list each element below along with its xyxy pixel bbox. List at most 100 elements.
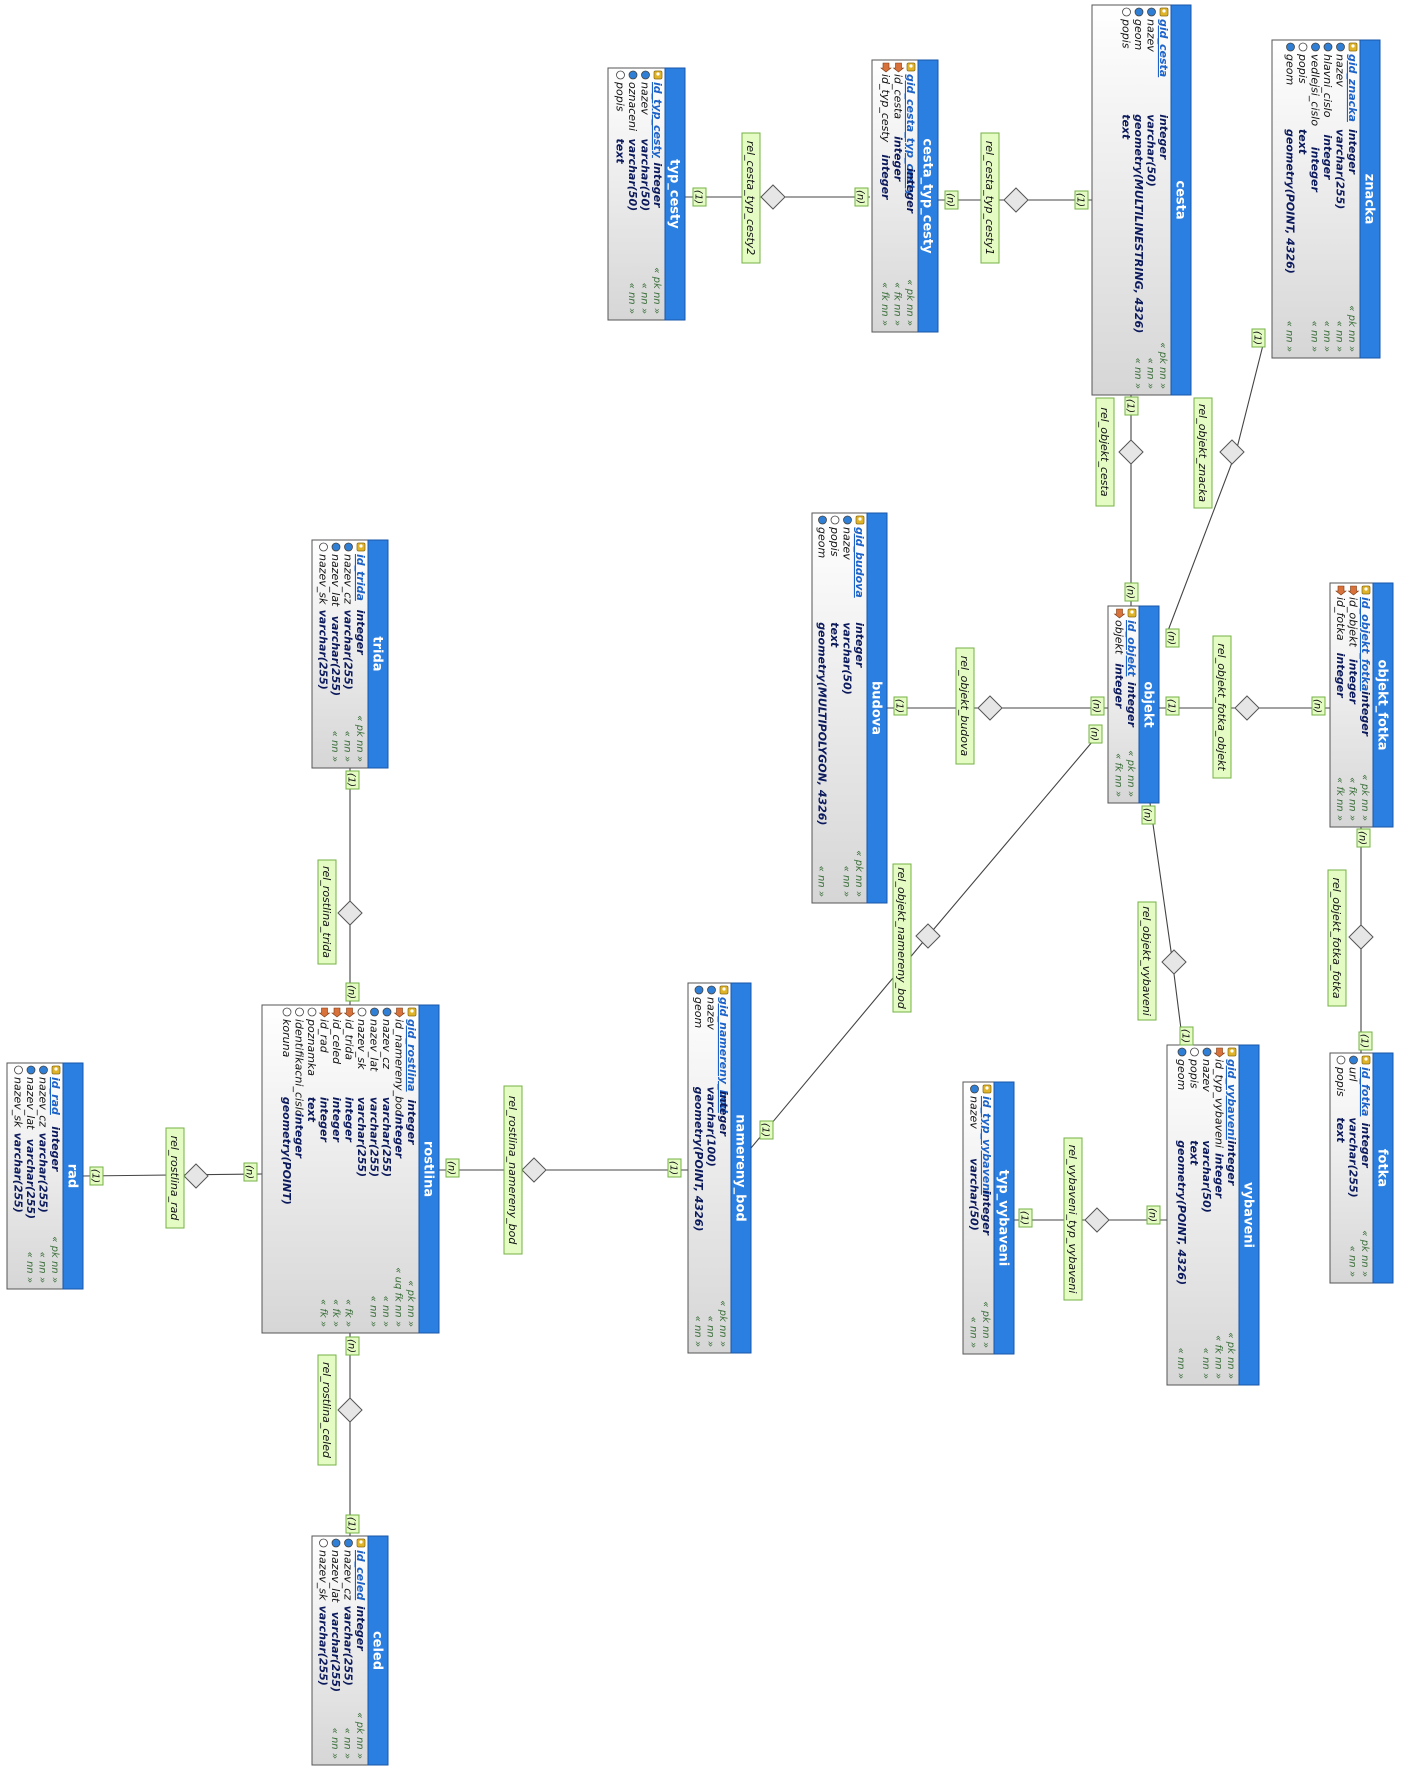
column-type: varchar(255) [380, 1097, 393, 1177]
cardinality-text: (1) [760, 1123, 771, 1137]
rel-rostlina-rad[interactable]: rel_rostlina_rad (1) (n) [89, 1127, 258, 1229]
rel-cesta-typ-cesty2[interactable]: rel_cesta_typ_cesty2 (1) (n) [692, 132, 869, 264]
table-column-row: geom geometry(POINT, 4326) « nn » [692, 985, 705, 1347]
cardinality-text: (n) [1091, 699, 1102, 713]
relationship-diamond[interactable] [521, 1157, 547, 1183]
column-name: id_objekt [1125, 620, 1138, 677]
nn-icon [1286, 42, 1295, 52]
column-type: integer [1309, 147, 1322, 193]
column-name: nazev_lat [329, 1550, 342, 1603]
pk-icon [51, 1065, 61, 1075]
rel-rostlina-trida[interactable]: rel_rostlina_trida (1) (n) [317, 770, 363, 1002]
column-constraint: « nn » [342, 731, 353, 762]
column-name: nazev [705, 997, 718, 1030]
rel-rostlina-namereny-bod[interactable]: rel_rostlina_namereny_bod (n) (1) [445, 1085, 682, 1255]
cardinality-text: (n) [945, 193, 956, 207]
column-type: integer [651, 162, 664, 208]
relationship-diamond[interactable] [337, 900, 363, 926]
rel-objekt-znacka[interactable]: rel_objekt_znacka (1) (n) [1165, 328, 1266, 648]
cardinality-label: (1) [345, 1514, 360, 1534]
relationship-diamond[interactable] [1118, 439, 1144, 465]
relationship-diamond[interactable] [183, 1163, 209, 1189]
table-cesta-typ-cesty[interactable]: cesta_typ_cestygid_cesta_typ_cestyintege… [871, 59, 939, 333]
column-name: nazev_cz [37, 1077, 50, 1127]
table-title: celed [370, 1631, 385, 1670]
column-constraint: « nn » [329, 1728, 340, 1759]
table-column-row: nazev_cz varchar(255) « nn » [342, 1538, 355, 1759]
relationship-diamond[interactable] [915, 923, 941, 949]
nn-icon [370, 1007, 379, 1017]
column-name: gid_vybaveni [1225, 1059, 1238, 1140]
rel-objekt-vybaveni[interactable]: rel_objekt_vybaveni (n) (1) [1137, 805, 1194, 1046]
cardinality-text: (1) [1075, 193, 1086, 207]
nn-icon [1311, 42, 1320, 52]
column-constraint: « nn » [1132, 358, 1143, 389]
rel-rostlina-celed[interactable]: rel_rostlina_celed (n) (1) [317, 1336, 363, 1534]
relationship-label: rel_rostlina_trida [320, 866, 333, 958]
cardinality-label: (1) [89, 1166, 104, 1186]
table-column-row: nazev_cz varchar(255) « nn » [380, 1007, 393, 1327]
cardinality-text: (n) [1312, 699, 1323, 713]
relationship-diamond[interactable] [1348, 924, 1374, 950]
column-name: gid_cesta_typ_cesty [904, 74, 917, 197]
relationship-diamond[interactable] [1219, 439, 1245, 465]
column-name: nazev_sk [12, 1077, 25, 1128]
relationship-diamond[interactable] [1003, 187, 1029, 213]
rel-objekt-namereny-bod[interactable]: rel_objekt_namereny_bod (n) (1) [759, 724, 1103, 1140]
rel-objekt-fotka-fotka[interactable]: rel_objekt_fotka_fotka (n) (1) [1327, 828, 1374, 1051]
rel-cesta-typ-cesty1[interactable]: rel_cesta_typ_cesty1 (n) (1) [944, 132, 1089, 264]
rel-objekt-fotka-objekt[interactable]: rel_objekt_fotka_objekt (1) (n) [1165, 635, 1326, 779]
cardinality-text: (1) [1359, 1034, 1370, 1048]
relationship-diamond[interactable] [977, 695, 1003, 721]
relationship-label-box [503, 1085, 523, 1255]
column-constraint: « pk nn » [49, 1236, 60, 1283]
rel-objekt-budova[interactable]: rel_objekt_budova (1) (n) [893, 647, 1105, 765]
column-name: identifikacni_cislo [293, 1019, 306, 1117]
nn-icon [818, 515, 827, 525]
table-title: budova [869, 681, 884, 735]
relationship-label-box [1063, 1137, 1083, 1301]
relationship-label-box [892, 863, 912, 1013]
relationship-diamond[interactable] [760, 184, 786, 210]
relationship-diamond[interactable] [1084, 1207, 1110, 1233]
column-constraint: « nn » [1334, 321, 1345, 352]
relationship-diamond[interactable] [1234, 695, 1260, 721]
table-column-row: nazev varchar(50) « nn » [639, 70, 652, 314]
relationship-label-box [980, 132, 1000, 264]
cardinality-label: (1) [1179, 1026, 1194, 1046]
column-type: integer [717, 1091, 730, 1137]
table-column-row: nazev varchar(50) « nn » [841, 515, 854, 897]
rel-vybaveni-typ-vybaveni[interactable]: rel_vybaveni_typ_vybaveni (1) (n) [1018, 1137, 1161, 1301]
column-type: integer [879, 154, 892, 200]
column-name: popis [828, 526, 841, 557]
relationship-diamond[interactable] [337, 1397, 363, 1423]
column-type: integer [1334, 653, 1347, 699]
table-column-row: popis text [1120, 7, 1133, 140]
cardinality-text: (1) [1019, 1211, 1030, 1225]
table-column-row: nazev_sk varchar(255) [317, 1538, 330, 1686]
column-icon [14, 1065, 23, 1075]
relationship-diamond[interactable] [1161, 949, 1187, 975]
column-type: varchar(255) [342, 1606, 355, 1686]
column-constraint: « fk nn » [1113, 753, 1124, 797]
column-name: id_celed [330, 1019, 343, 1065]
rel-objekt-cesta[interactable]: rel_objekt_cesta (1) (n) [1095, 396, 1144, 602]
column-name: id_rad [49, 1077, 62, 1115]
